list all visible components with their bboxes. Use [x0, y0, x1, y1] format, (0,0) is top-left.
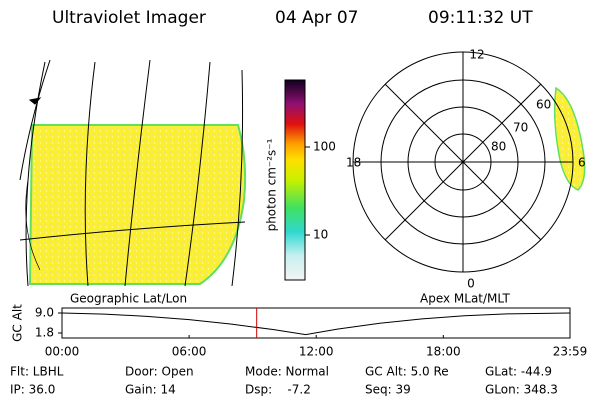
y-axis-label: GC Alt: [11, 304, 25, 342]
colorbar-tick-label: 10: [313, 228, 328, 242]
x-tick-label: 18:00: [426, 345, 461, 359]
lat-label: 80: [491, 140, 506, 154]
colorbar-tick-label: 100: [313, 140, 336, 154]
status-field: GC Alt: 5.0 Re: [365, 365, 449, 379]
header: Ultraviolet Imager 04 Apr 07 09:11:32 UT: [52, 8, 533, 28]
annotation: Apex MLat/MLT: [420, 292, 510, 306]
mlt-label: 12: [469, 48, 484, 62]
status-field: GLat: -44.9: [485, 365, 552, 379]
mlt-label: 0: [467, 277, 475, 291]
instrument: Ultraviolet Imager: [52, 8, 206, 28]
status-field: Flt: LBHL: [10, 365, 64, 379]
lat-label: 60: [536, 98, 551, 112]
x-tick-label: 12:00: [299, 345, 334, 359]
status-field: IP: 36.0: [10, 383, 55, 397]
status-field: Door: Open: [125, 365, 194, 379]
map-grid: [19, 59, 246, 287]
mlt-label: 6: [578, 156, 586, 170]
x-tick-label: 00:00: [45, 345, 80, 359]
status-field: Seq: 39: [365, 383, 411, 397]
altitude-plot: Geographic Lat/Lon Apex MLat/MLT GC Alt …: [11, 292, 588, 359]
status-field: Mode: Normal: [245, 365, 329, 379]
altitude-line: [61, 312, 571, 336]
colorbar-scale: [284, 79, 306, 281]
date: 04 Apr 07: [275, 8, 358, 28]
colorbar-label: photon cm⁻²s⁻¹: [265, 138, 279, 231]
y-tick-label: 9.0: [35, 306, 54, 320]
status-field: GLon: 348.3: [485, 383, 558, 397]
y-tick-label: 1.8: [35, 326, 54, 340]
colorbar: 100 10 photon cm⁻²s⁻¹: [265, 79, 336, 281]
map-image: [19, 59, 247, 287]
emission-region: [28, 124, 247, 285]
lat-label: 70: [513, 121, 528, 135]
time: 09:11:32 UT: [428, 8, 533, 28]
status-field: Gain: 14: [125, 383, 176, 397]
status-footer: Flt: LBHL Door: Open Mode: Normal GC Alt: 5…: [10, 365, 558, 397]
annotation: Geographic Lat/Lon: [70, 292, 187, 306]
status-field: Dsp: -7.2: [245, 383, 311, 397]
polar-grid: [352, 51, 574, 273]
oval-emission: [553, 86, 586, 191]
x-tick-label: 23:59: [553, 345, 588, 359]
x-tick-label: 06:00: [172, 345, 207, 359]
mlt-label: 18: [346, 156, 361, 170]
plot-frame: [61, 307, 571, 339]
polar-plot: 12 0 18 6 60 70 80: [346, 48, 586, 291]
